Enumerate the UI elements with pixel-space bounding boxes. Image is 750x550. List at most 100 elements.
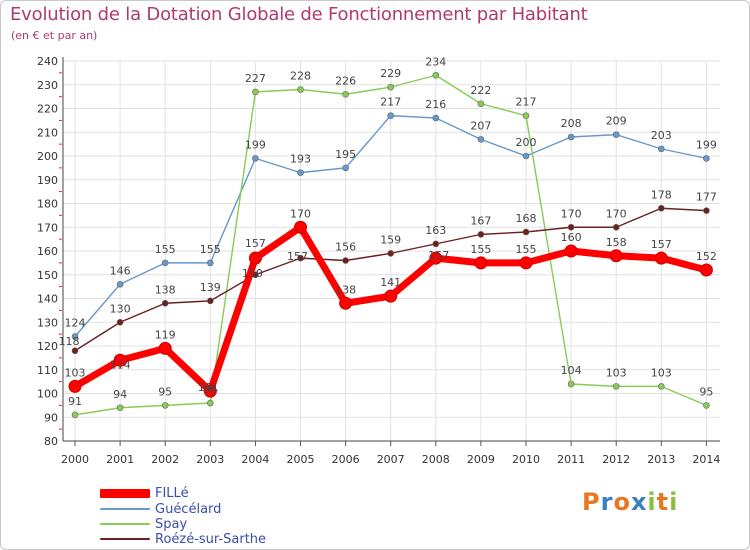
data-point [703, 155, 710, 162]
data-label: 193 [290, 153, 311, 166]
data-point [297, 169, 304, 176]
data-label: 157 [287, 250, 308, 263]
data-point [612, 131, 620, 138]
logo-letter: P [582, 488, 601, 516]
data-label: 94 [113, 388, 127, 401]
x-tick-label: 2003 [196, 453, 224, 466]
data-label: 177 [696, 191, 717, 204]
legend-label: Spay [155, 516, 188, 532]
data-point [294, 220, 307, 234]
y-tick-label: 190 [37, 174, 58, 187]
data-label: 167 [470, 214, 491, 227]
data-point [161, 402, 169, 409]
y-tick-label: 80 [44, 435, 58, 448]
y-tick-label: 230 [37, 79, 58, 92]
data-label: 170 [606, 207, 627, 220]
data-point [567, 133, 575, 141]
logo-letter: r [600, 488, 614, 516]
data-point [432, 240, 440, 248]
y-tick-label: 140 [37, 293, 58, 306]
data-label: 178 [651, 188, 672, 201]
data-label: 95 [158, 385, 172, 398]
x-tick-label: 2008 [422, 453, 450, 466]
legend-swatch [100, 523, 150, 525]
data-point [384, 289, 398, 303]
data-label: 199 [245, 138, 266, 151]
data-point [703, 402, 710, 409]
data-label: 91 [68, 395, 82, 408]
data-point [71, 333, 79, 340]
data-label: 217 [380, 96, 401, 109]
legend-item: Roézé-sur-Sarthe [100, 532, 266, 547]
data-point [699, 263, 713, 277]
data-point [567, 223, 575, 231]
x-tick-label: 2002 [151, 453, 179, 466]
data-point [158, 341, 172, 355]
logo-letter: i [669, 488, 679, 516]
data-label: 119 [155, 328, 176, 341]
data-label: 103 [606, 366, 627, 379]
data-label: 104 [561, 364, 582, 377]
data-label: 103 [65, 366, 86, 379]
data-point [612, 223, 620, 231]
data-point [71, 347, 79, 355]
data-point [207, 297, 214, 305]
data-label: 170 [290, 207, 311, 220]
chart-title: Evolution de la Dotation Globale de Fonc… [10, 4, 588, 25]
y-tick-label: 210 [37, 126, 58, 139]
data-point [342, 90, 349, 98]
x-tick-label: 2014 [692, 453, 720, 466]
series-lines [68, 71, 713, 419]
y-tick-label: 240 [37, 55, 58, 68]
data-label: 139 [200, 281, 221, 294]
data-point [207, 399, 214, 407]
data-label: 200 [516, 136, 537, 149]
data-point [161, 259, 169, 267]
data-label: 222 [470, 84, 491, 97]
data-label: 207 [470, 119, 491, 132]
data-point [477, 136, 485, 143]
data-point [612, 383, 620, 390]
chart-subtitle: (en € et par an) [11, 29, 98, 42]
legend-swatch [100, 508, 150, 510]
legend-label: FILLé [155, 485, 189, 501]
data-label: 226 [335, 74, 356, 87]
data-label: 157 [245, 237, 266, 250]
data-label: 234 [425, 55, 446, 68]
data-label: 155 [155, 243, 176, 256]
data-label: 155 [470, 243, 491, 256]
logo-letter: t [656, 488, 670, 516]
y-tick-label: 160 [37, 245, 58, 258]
data-point [342, 257, 349, 264]
data-label: 208 [561, 117, 582, 130]
data-point [564, 244, 578, 258]
x-tick-label: 2012 [602, 453, 630, 466]
y-tick-label: 120 [37, 340, 58, 353]
x-tick-label: 2007 [377, 453, 405, 466]
data-point [477, 231, 485, 238]
data-point [474, 256, 488, 270]
y-tick-label: 170 [37, 221, 58, 234]
logo-letter: i [647, 488, 657, 516]
y-tick-label: 100 [37, 388, 58, 401]
data-point [432, 114, 440, 122]
data-label: 138 [335, 283, 356, 296]
data-point [342, 164, 349, 172]
data-point [387, 112, 395, 119]
data-label: 157 [428, 249, 449, 262]
data-point [339, 296, 353, 310]
data-label: 203 [651, 129, 672, 142]
x-tick-label: 2006 [332, 453, 360, 466]
legend-swatch [100, 538, 150, 540]
x-tick-label: 2004 [241, 453, 269, 466]
data-label: 101 [198, 381, 219, 394]
data-label: 114 [110, 358, 131, 371]
y-tick-label: 150 [37, 269, 58, 282]
data-labels: 124 146 155 155 199 193 195 217 216 207 200 208 209 2… [59, 55, 717, 408]
legend-item: Guécélard [100, 502, 221, 517]
y-tick-label: 130 [37, 316, 58, 329]
y-tick-label: 90 [44, 411, 58, 424]
data-point [387, 83, 395, 91]
data-label: 227 [245, 72, 266, 85]
